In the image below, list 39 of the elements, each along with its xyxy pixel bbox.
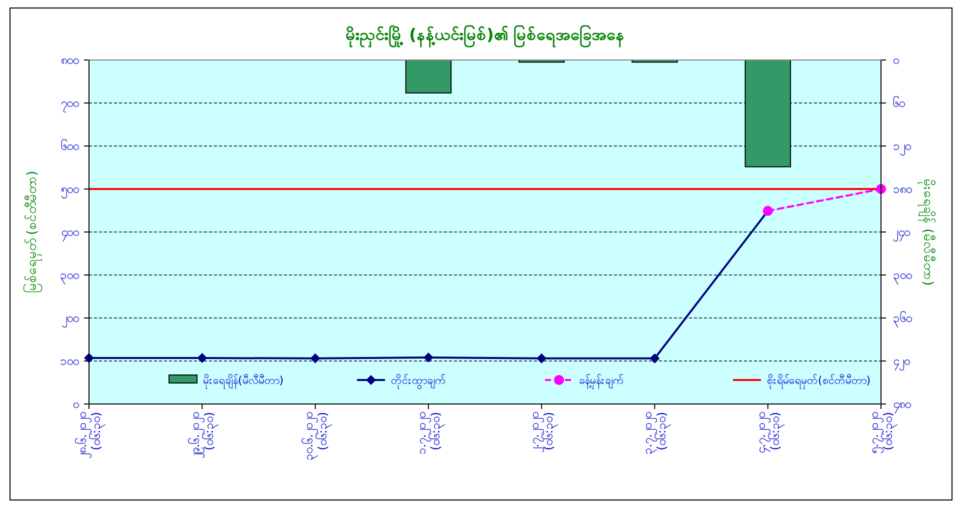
y2-tick-label: ၁၂၀: [893, 139, 911, 156]
y2-tick-label: ၃၆၀: [893, 310, 912, 328]
point: [423, 352, 434, 363]
point: [650, 353, 660, 364]
bar: [405, 60, 452, 94]
y-tick-label: ၈၀၀: [61, 53, 79, 67]
legend-label: စိုးရိမ်ရေမှတ်(စင်တီမီတာ): [767, 374, 871, 389]
x-tick-label: ၂၉.၆.၂၀၂၀ (၀၆:၃၀): [187, 412, 220, 459]
y-tick-label: ၄၀၀: [61, 225, 79, 242]
x-tick-label: ၁.၇.၂၀၂၀ (၀၆:၃၀): [414, 412, 446, 455]
y2-tick-label: ၂၄၀: [893, 225, 910, 242]
x-tick-label: ၃.၇.၂၀၂၀ (၀၆:၃၀): [640, 412, 672, 455]
legend-label: မိုးရေချိန်(မီလီမီတာ): [203, 374, 284, 389]
point: [536, 353, 547, 364]
chart-title: မိုးညှင်းမြို့ (နန့်ယင်းမြစ်)၏ မြစ်ရေအခြေအနေ: [346, 24, 624, 48]
y2-tick-label: ၆၀: [893, 95, 905, 110]
x-tick-label: ၂.၇.၂၀၂၀ (၀၆:၃၀): [528, 412, 559, 453]
x-tick-label: ၃၀.၆.၂၀၂၀ (၀၆:၃၀): [300, 412, 332, 461]
legend-label: ခန့်မှန်းချက်: [579, 374, 624, 389]
y2-tick-label: ၃၀၀: [893, 268, 912, 285]
y-axis-title: မြစ်ရေမှတ် (စင်တီမီတာ): [23, 170, 42, 294]
y2-axis-title: မိုးရေချိန် (မီလီမီတာ): [918, 178, 936, 286]
y-tick-label: ၇၀၀: [61, 96, 79, 113]
y-tick-label: ၀: [73, 397, 79, 411]
y-tick-label: ၁၀၀: [60, 354, 79, 368]
point: [310, 353, 320, 364]
legend-label: တိုင်းထွာချက်: [391, 374, 446, 389]
point: [197, 352, 208, 363]
y-tick-label: ၂၀၀: [62, 311, 79, 328]
x-tick-label: ၂၈.၆.၂၀၂၀ (၀၆:၃၀): [74, 412, 106, 459]
x-tick-label: ၄.၇.၂၀၂၀ (၀၆:၃၀): [754, 412, 785, 454]
y2-tick-label: ၄၂၀: [893, 354, 910, 371]
y2-tick-label: ၁၈၀: [893, 182, 912, 196]
y-tick-label: ၅၀၀: [61, 182, 79, 199]
x-tick-label: ၅.၇.၂၀၂၀ (၀၆:၃၀): [867, 412, 898, 454]
y-tick-label: ၆၀၀: [61, 138, 79, 153]
y2-tick-label: ၄၈၀: [893, 397, 911, 411]
y2-tick-label: ၀: [893, 53, 899, 67]
y-tick-label: ၃၀၀: [60, 268, 79, 285]
